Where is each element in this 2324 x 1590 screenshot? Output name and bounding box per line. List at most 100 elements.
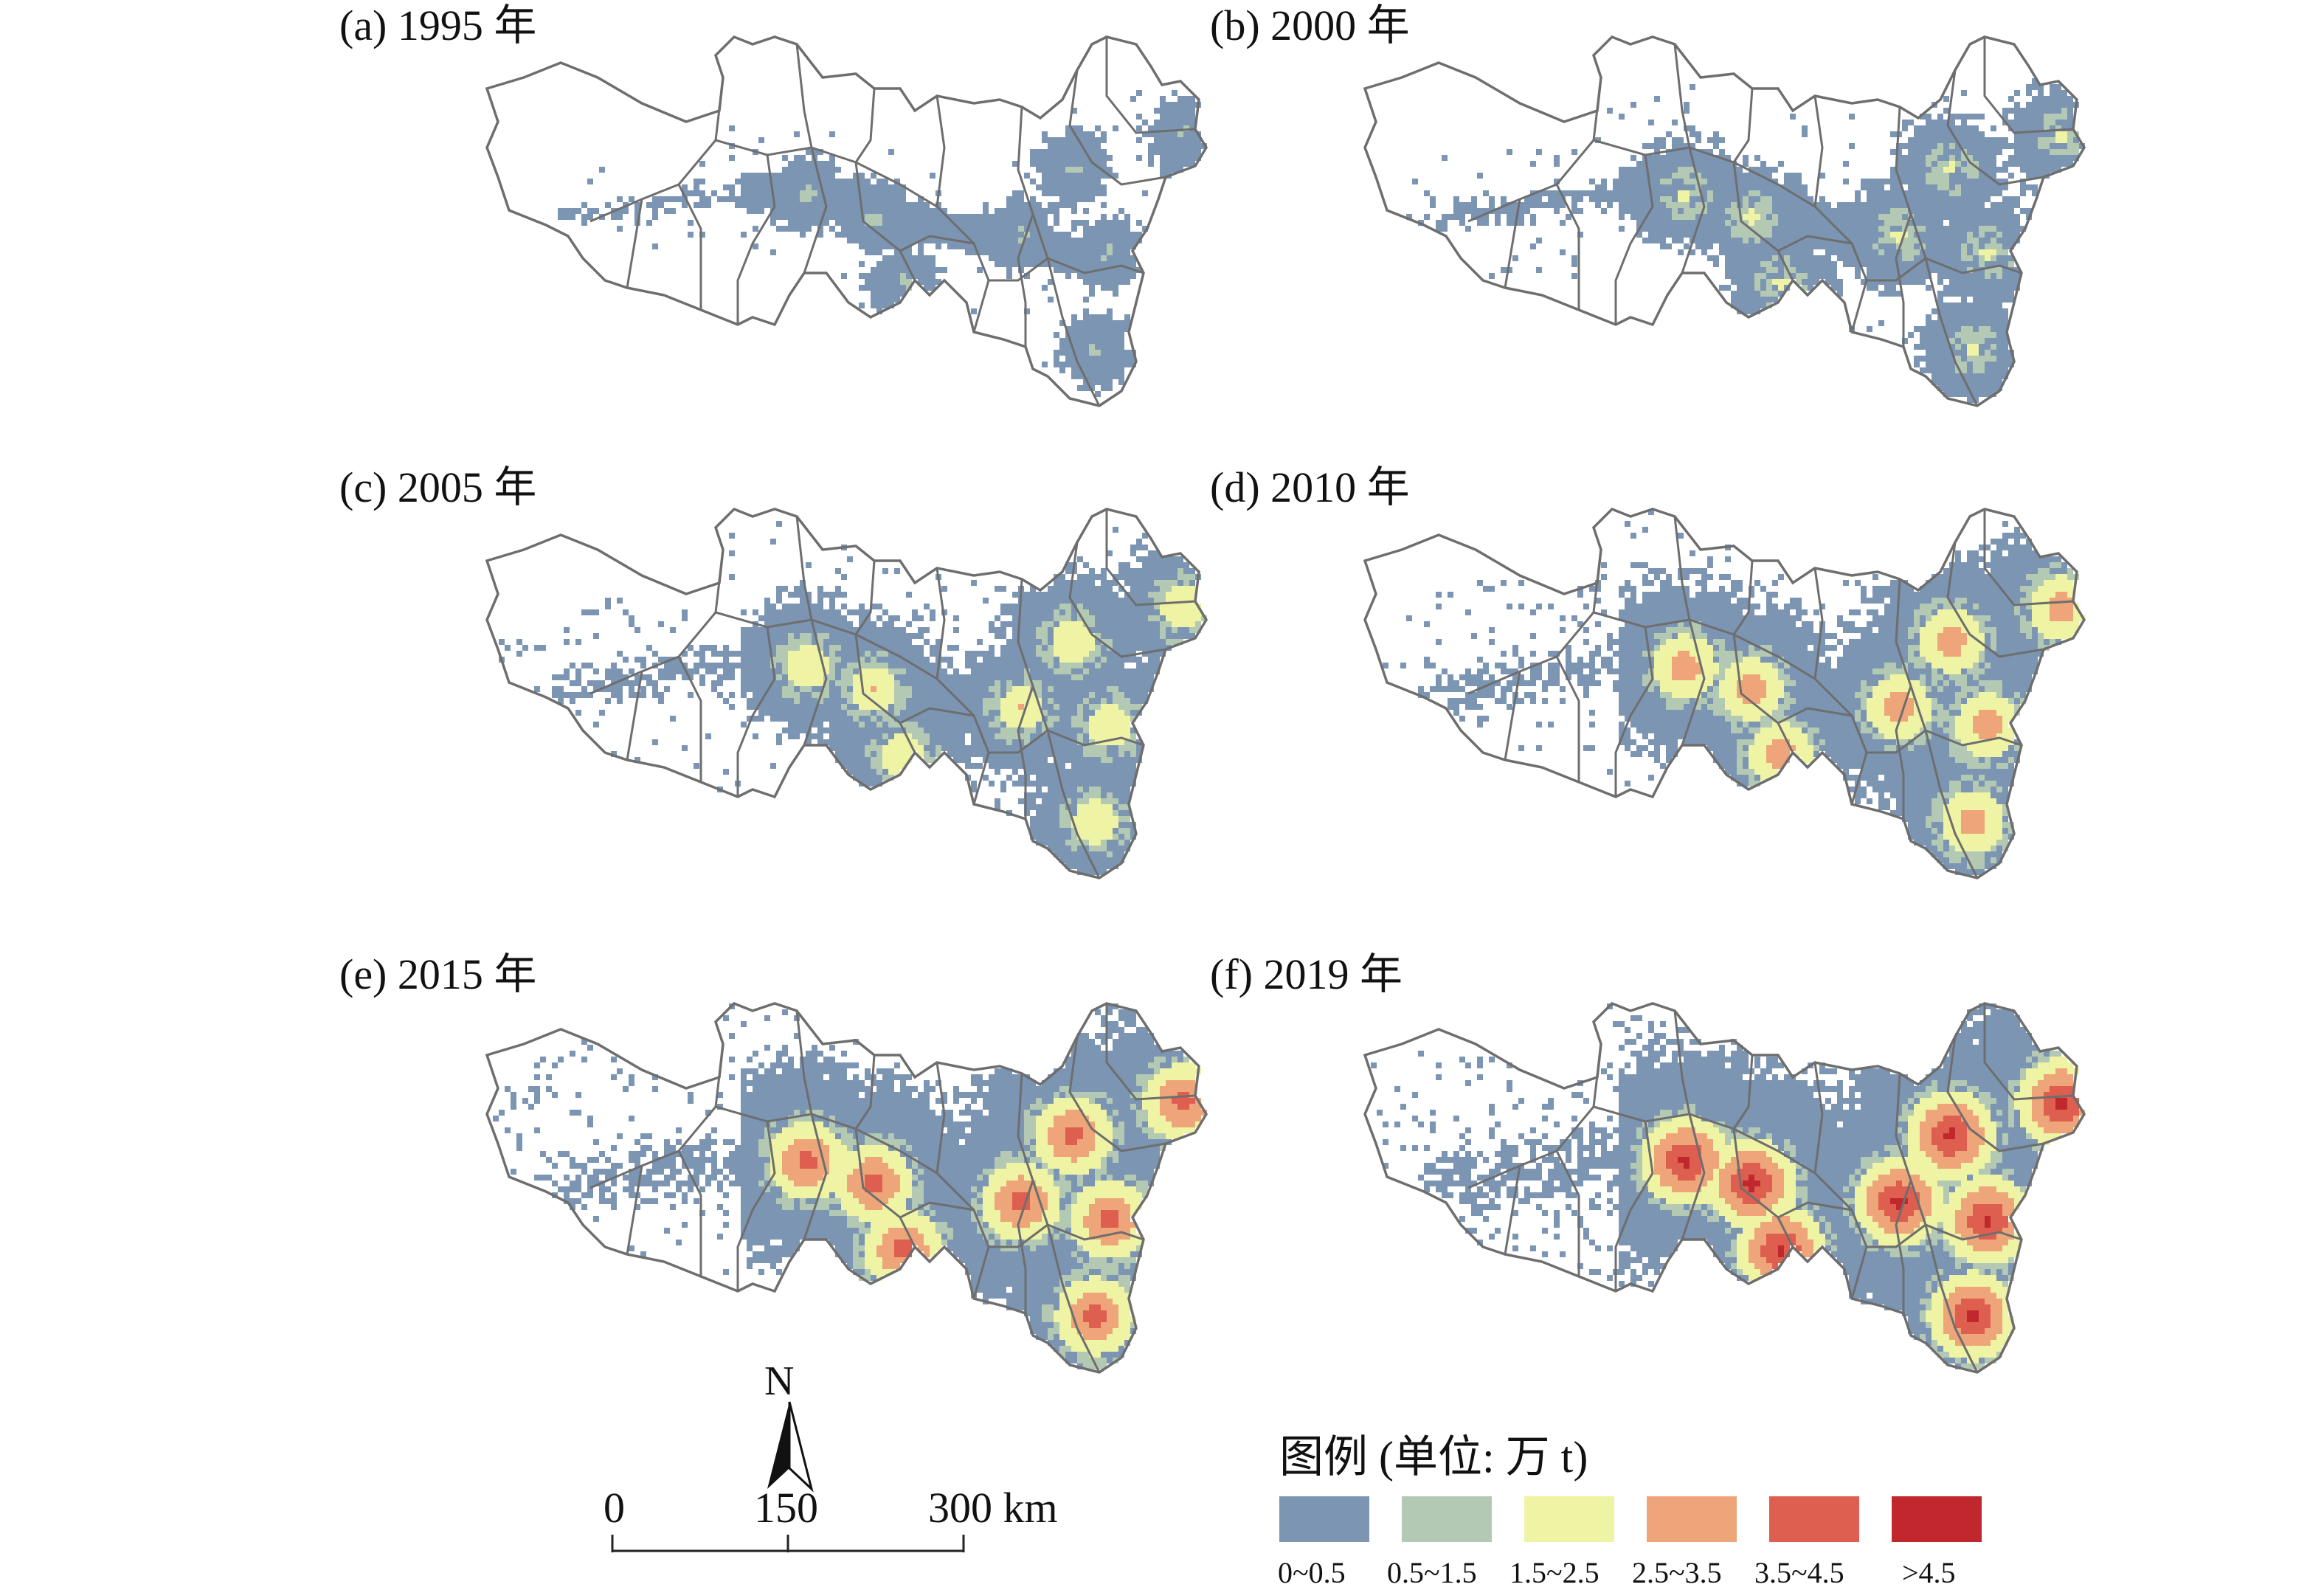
emission-cell: [1737, 279, 1743, 285]
emission-cell: [1743, 261, 1749, 267]
emission-cell: [1979, 338, 1985, 344]
emission-cell: [617, 692, 623, 698]
emission-cell: [2008, 362, 2014, 367]
emission-cell: [1095, 238, 1101, 243]
emission-cell: [1654, 96, 1660, 102]
emission-cell: [1849, 226, 1855, 232]
emission-cell: [865, 745, 871, 751]
emission-cell: [1648, 214, 1654, 220]
emission-cell: [1802, 208, 1808, 214]
emission-cell: [1642, 226, 1648, 232]
emission-cell: [1030, 633, 1036, 639]
emission-cell: [876, 739, 882, 745]
emission-cell: [1967, 332, 1973, 338]
district-boundary: [1895, 106, 1927, 259]
emission-cell: [1914, 208, 1920, 214]
emission-cell: [906, 657, 912, 663]
emission-cell: [1648, 167, 1654, 173]
emission-cell: [1825, 273, 1831, 279]
emission-cell: [1778, 243, 1784, 249]
emission-cell: [1619, 202, 1625, 208]
emission-cell: [1048, 297, 1054, 303]
emission-cell: [1678, 173, 1684, 179]
emission-cell: [918, 627, 924, 633]
emission-cell: [1006, 232, 1012, 238]
emission-cell: [1065, 592, 1071, 598]
emission-cell: [1884, 255, 1890, 261]
emission-cell: [699, 232, 705, 238]
emission-cell: [1973, 167, 1979, 173]
emission-cell: [1943, 379, 1949, 385]
emission-cell: [1065, 190, 1071, 196]
emission-cell: [717, 674, 723, 680]
emission-cell: [1036, 674, 1042, 680]
emission-cell: [841, 232, 847, 238]
emission-cell: [2002, 273, 2008, 279]
emission-cell: [764, 621, 770, 627]
emission-cell: [894, 243, 900, 249]
emission-cell: [1166, 137, 1172, 143]
emission-cell: [2050, 149, 2055, 155]
emission-cell: [1054, 798, 1059, 804]
emission-cell: [853, 757, 859, 763]
emission-cell: [1006, 657, 1012, 663]
emission-cell: [1943, 108, 1949, 114]
emission-cell: [1855, 261, 1861, 267]
emission-cell: [1725, 232, 1731, 238]
emission-cell: [1036, 680, 1042, 686]
emission-cell: [841, 739, 847, 745]
emission-cell: [1660, 232, 1666, 238]
emission-cell: [876, 751, 882, 757]
emission-cell: [1690, 179, 1695, 184]
emission-cell: [912, 226, 918, 232]
emission-cell: [1071, 846, 1077, 851]
emission-cell: [2026, 108, 2032, 114]
emission-cell: [1690, 131, 1695, 137]
emission-cell: [876, 674, 882, 680]
emission-cell: [1937, 173, 1943, 179]
emission-cell: [1065, 674, 1071, 680]
emission-cell: [776, 657, 782, 663]
emission-cell: [900, 627, 906, 633]
emission-cell: [1042, 692, 1048, 698]
emission-cell: [1054, 143, 1059, 149]
emission-cell: [1024, 710, 1030, 716]
emission-cell: [1065, 267, 1071, 273]
emission-cell: [1778, 226, 1784, 232]
emission-cell: [1973, 238, 1979, 243]
emission-cell: [1024, 810, 1030, 816]
emission-cell: [1991, 220, 1996, 226]
emission-cell: [871, 657, 876, 663]
emission-cell: [1719, 214, 1725, 220]
emission-cell: [894, 202, 900, 208]
emission-cell: [794, 733, 800, 739]
emission-cell: [2038, 149, 2044, 155]
emission-cell: [829, 167, 835, 173]
emission-cell: [1077, 686, 1083, 692]
emission-cell: [758, 668, 764, 674]
emission-cell: [747, 657, 753, 663]
emission-cell: [1000, 238, 1006, 243]
emission-cell: [918, 692, 924, 698]
emission-cell: [1048, 184, 1054, 190]
emission-cell: [1991, 226, 1996, 232]
emission-cell: [977, 739, 983, 745]
emission-cell: [871, 202, 876, 208]
emission-cell: [1979, 308, 1985, 314]
emission-cell: [1861, 261, 1867, 267]
emission-cell: [1749, 308, 1754, 314]
emission-cell: [817, 710, 823, 716]
emission-cell: [729, 550, 735, 556]
emission-cell: [1719, 202, 1725, 208]
emission-cell: [853, 745, 859, 751]
emission-cell: [1059, 739, 1065, 745]
emission-cell: [1083, 273, 1089, 279]
emission-cell: [1967, 320, 1973, 326]
emission-cell: [965, 763, 971, 769]
emission-cell: [1560, 202, 1566, 208]
emission-cell: [965, 663, 971, 668]
emission-cell: [1961, 273, 1967, 279]
emission-cell: [995, 698, 1000, 704]
emission-cell: [953, 645, 959, 651]
emission-cell: [800, 627, 806, 633]
